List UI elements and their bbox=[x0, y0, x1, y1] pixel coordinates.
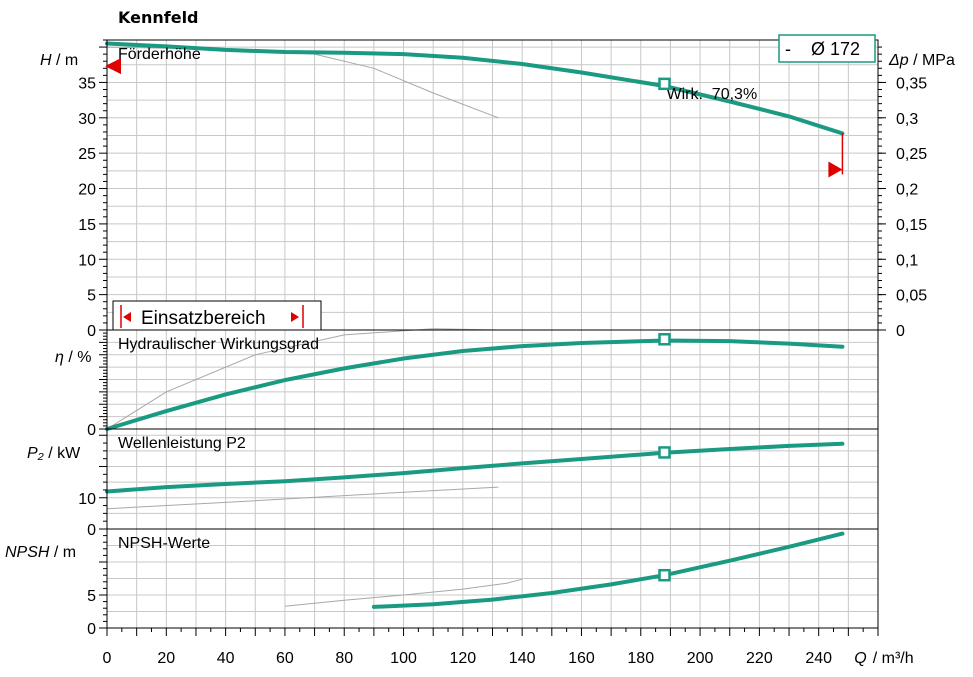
y-tick-label-power: 0 bbox=[87, 522, 96, 539]
x-tick-label: 160 bbox=[568, 650, 595, 667]
y2-tick-label: 0,25 bbox=[896, 146, 927, 163]
main-curve-p2 bbox=[105, 338, 845, 431]
x-axis-unit: / m³/h bbox=[873, 650, 914, 667]
x-tick-label: 0 bbox=[103, 650, 112, 667]
einsatzbereich-left-arrow bbox=[123, 312, 131, 322]
y2-tick-label: 0,3 bbox=[896, 111, 918, 128]
main-curves bbox=[105, 41, 845, 609]
y-tick-label-head: 5 bbox=[87, 288, 96, 305]
panel-title-p2: Hydraulischer Wirkungsgrad bbox=[118, 336, 319, 353]
einsatzbereich-right-arrow bbox=[291, 312, 299, 322]
y-axis-label-p4: NPSH / m bbox=[5, 544, 76, 561]
operating-point-p2 bbox=[658, 333, 671, 346]
x-tick-label: 220 bbox=[746, 650, 773, 667]
x-tick-label: 20 bbox=[157, 650, 175, 667]
x-tick-label: 180 bbox=[627, 650, 654, 667]
x-tick-label: 40 bbox=[217, 650, 235, 667]
y2-tick-label: 0,2 bbox=[896, 182, 918, 199]
y-tick-label-head: 0 bbox=[87, 323, 96, 340]
y2-axis-label: Δp / MPa bbox=[888, 52, 955, 69]
chart-title: Kennfeld bbox=[118, 8, 199, 27]
y-tick-label-head: 10 bbox=[78, 252, 96, 269]
panel-title-p3: Wellenleistung P2 bbox=[118, 435, 246, 452]
y-tick-label-head: 30 bbox=[78, 111, 96, 128]
y-axis-symbol: P₂ bbox=[27, 445, 44, 462]
reference-curve-p4 bbox=[284, 578, 523, 607]
x-tick-label: 60 bbox=[276, 650, 294, 667]
x-axis-label: Q / m³/h bbox=[854, 650, 913, 667]
x-tick-label: 80 bbox=[335, 650, 353, 667]
y-tick-label-npsh: 0 bbox=[87, 621, 96, 638]
main-curve-p3 bbox=[105, 441, 845, 494]
range-min-marker bbox=[105, 58, 121, 75]
y2-tick-label: 0,05 bbox=[896, 288, 927, 305]
main-curve-p4 bbox=[371, 531, 845, 609]
y-tick-label-head: 15 bbox=[78, 217, 96, 234]
efficiency-annotation: Wirk. 70,3% bbox=[666, 86, 757, 103]
y-tick-label-head: 25 bbox=[78, 146, 96, 163]
y-axis-unit: / m bbox=[49, 544, 76, 561]
main-curve-p1 bbox=[105, 41, 845, 136]
y2-tick-label: 0,1 bbox=[896, 252, 918, 269]
y-tick-label-power: 10 bbox=[78, 491, 96, 508]
x-tick-label: 140 bbox=[509, 650, 536, 667]
x-tick-label: 120 bbox=[449, 650, 476, 667]
y-tick-label-head: 35 bbox=[78, 75, 96, 92]
operating-point-p3 bbox=[658, 446, 671, 459]
y-tick-label-npsh: 5 bbox=[87, 588, 96, 605]
y2-axis-symbol: Δp bbox=[888, 52, 909, 69]
grid-layer bbox=[107, 40, 878, 628]
operating-point-p4 bbox=[658, 568, 671, 582]
y2-tick-label: 0 bbox=[896, 323, 905, 340]
panel-title-p4: NPSH-Werte bbox=[118, 535, 210, 552]
x-axis-symbol: Q bbox=[854, 650, 866, 667]
diameter-badge-box bbox=[778, 34, 876, 63]
markers-layer bbox=[105, 58, 844, 582]
einsatzbereich-box bbox=[112, 300, 322, 331]
y-axis-label-p2: η / % bbox=[55, 349, 91, 366]
y-axis-unit: / m bbox=[52, 52, 79, 69]
y-axis-symbol: η bbox=[55, 349, 64, 366]
y2-tick-label: 0,35 bbox=[896, 75, 927, 92]
labels-layer: 0 20 40 60 80 100 120 140 160 180 200 220 240 Q / m³/h… bbox=[5, 34, 955, 667]
x-tick-label: 100 bbox=[390, 650, 417, 667]
y-tick-label-head: 20 bbox=[78, 182, 96, 199]
y-axis-symbol: H bbox=[40, 52, 52, 69]
y2-axis-unit: / MPa bbox=[909, 52, 955, 69]
diameter-badge-label: - Ø 172 bbox=[785, 39, 860, 59]
einsatzbereich-label: Einsatzbereich bbox=[141, 308, 266, 329]
operating-point-p1 bbox=[658, 77, 671, 91]
y-axis-label-p3: P₂ / kW bbox=[27, 445, 81, 462]
reference-curve-p3 bbox=[106, 486, 499, 510]
y-axis-symbol: NPSH bbox=[5, 544, 50, 561]
y2-tick-label: 0,15 bbox=[896, 217, 927, 234]
x-tick-label: 200 bbox=[687, 650, 714, 667]
y-axis-unit: / kW bbox=[44, 445, 81, 462]
range-max-marker bbox=[828, 161, 843, 178]
y-axis-unit: / % bbox=[64, 349, 92, 366]
y-axis-label-p1: H / m bbox=[40, 52, 78, 69]
x-tick-label: 240 bbox=[805, 650, 832, 667]
panel-title-p1: Förderhöhe bbox=[118, 46, 201, 63]
y-tick-label-efficiency-zero: 0 bbox=[87, 422, 96, 439]
reference-curve-p2 bbox=[106, 328, 499, 430]
